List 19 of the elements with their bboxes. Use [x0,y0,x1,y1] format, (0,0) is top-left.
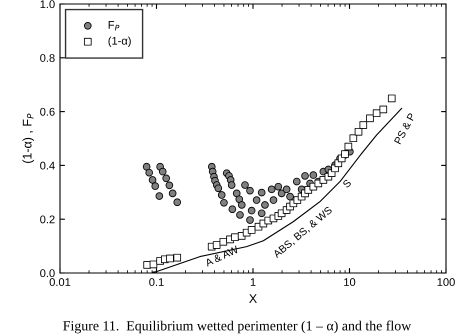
y-axis-title: (1-α) , F$_{P}$ [22,114,34,163]
x-tick-label: 0.01 [50,278,70,286]
caption: Figure 11. Equilibrium wetted perimenter (1 – α) and the flow [63,320,412,334]
annotation: ABS, BS, & WS [272,206,334,260]
x-tick-label: 0.1 [149,278,164,286]
y-tick-label: 0.0 [40,269,55,278]
x-tick-label: 100 [438,278,455,286]
y-tick-label: 0.6 [40,108,55,116]
annotation: PS & P [394,112,416,144]
y-tick-label: 0.8 [40,54,55,62]
legend-label: (1-α) [108,36,131,47]
annotation: S [342,178,352,188]
x-axis-title: X [249,294,257,303]
legend-label: F$_{P}$ [108,21,120,31]
x-tick-label: 1 [250,278,256,286]
y-tick-label: 0.4 [40,162,55,170]
y-tick-label: 0.2 [40,215,55,224]
y-tick-label: 1.0 [40,0,55,8]
x-tick-label: 10 [344,278,356,286]
